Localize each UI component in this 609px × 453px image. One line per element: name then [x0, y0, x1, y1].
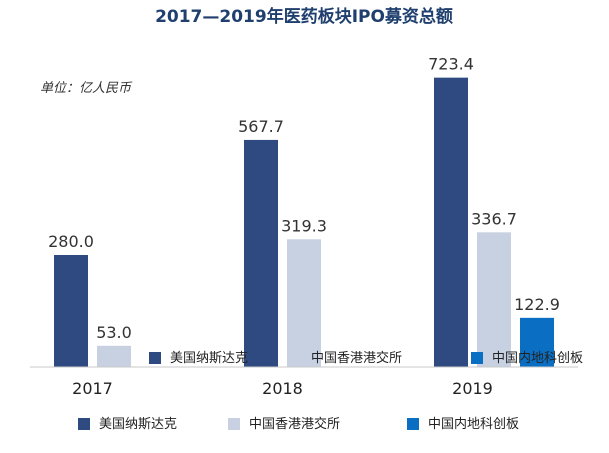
value-label-series2-2019: 336.7: [471, 209, 517, 228]
bar-series2-2018: [287, 239, 321, 367]
legend-bottom: 美国纳斯达克 中国香港港交所 中国内地科创板: [78, 416, 519, 432]
category-label-2018: 2018: [262, 379, 303, 398]
legend-inline-label-1: 美国纳斯达克: [170, 351, 248, 366]
legend-bottom-label-3: 中国内地科创板: [428, 416, 519, 432]
value-label-series1-2018: 567.7: [238, 117, 284, 136]
legend-bottom-swatch-1: [78, 418, 90, 430]
value-label-series2-2017: 53.0: [96, 323, 132, 342]
bar-series1-2018: [244, 139, 278, 367]
value-labels-group: 280.0 567.7 723.4 53.0 319.3 336.7 122.9: [48, 55, 560, 342]
value-label-series1-2019: 723.4: [428, 55, 474, 74]
category-label-2019: 2019: [452, 379, 493, 398]
value-label-series3-2019: 122.9: [514, 295, 560, 314]
bar-series1-2017: [54, 255, 88, 367]
legend-bottom-label-1: 美国纳斯达克: [99, 417, 177, 432]
legend-bottom-swatch-3: [407, 418, 419, 430]
legend-inline-swatch-2: [290, 352, 302, 364]
unit-label: 单位：亿人民币: [40, 80, 133, 96]
bar-series3-2019: [520, 317, 554, 367]
legend-bottom-label-2: 中国香港港交所: [249, 416, 340, 432]
value-label-series1-2017: 280.0: [48, 232, 94, 251]
category-label-2017: 2017: [72, 379, 113, 398]
legend-inline-swatch-3: [471, 352, 483, 364]
value-label-series2-2018: 319.3: [281, 216, 327, 235]
bar-series1-2019: [434, 77, 468, 367]
bar-series2-2017: [97, 345, 131, 367]
legend-inline: 美国纳斯达克 中国香港港交所 中国内地科创板: [149, 350, 583, 366]
bar-series2-2019: [477, 232, 511, 367]
legend-bottom-swatch-2: [228, 418, 240, 430]
legend-inline-label-2: 中国香港港交所: [311, 350, 402, 366]
chart-title: 2017—2019年医药板块IPO募资总额: [155, 6, 453, 27]
legend-inline-swatch-1: [149, 352, 161, 364]
legend-inline-label-3: 中国内地科创板: [492, 350, 583, 366]
bars-group: [54, 77, 554, 367]
category-labels-group: 2017 2018 2019: [72, 379, 493, 398]
